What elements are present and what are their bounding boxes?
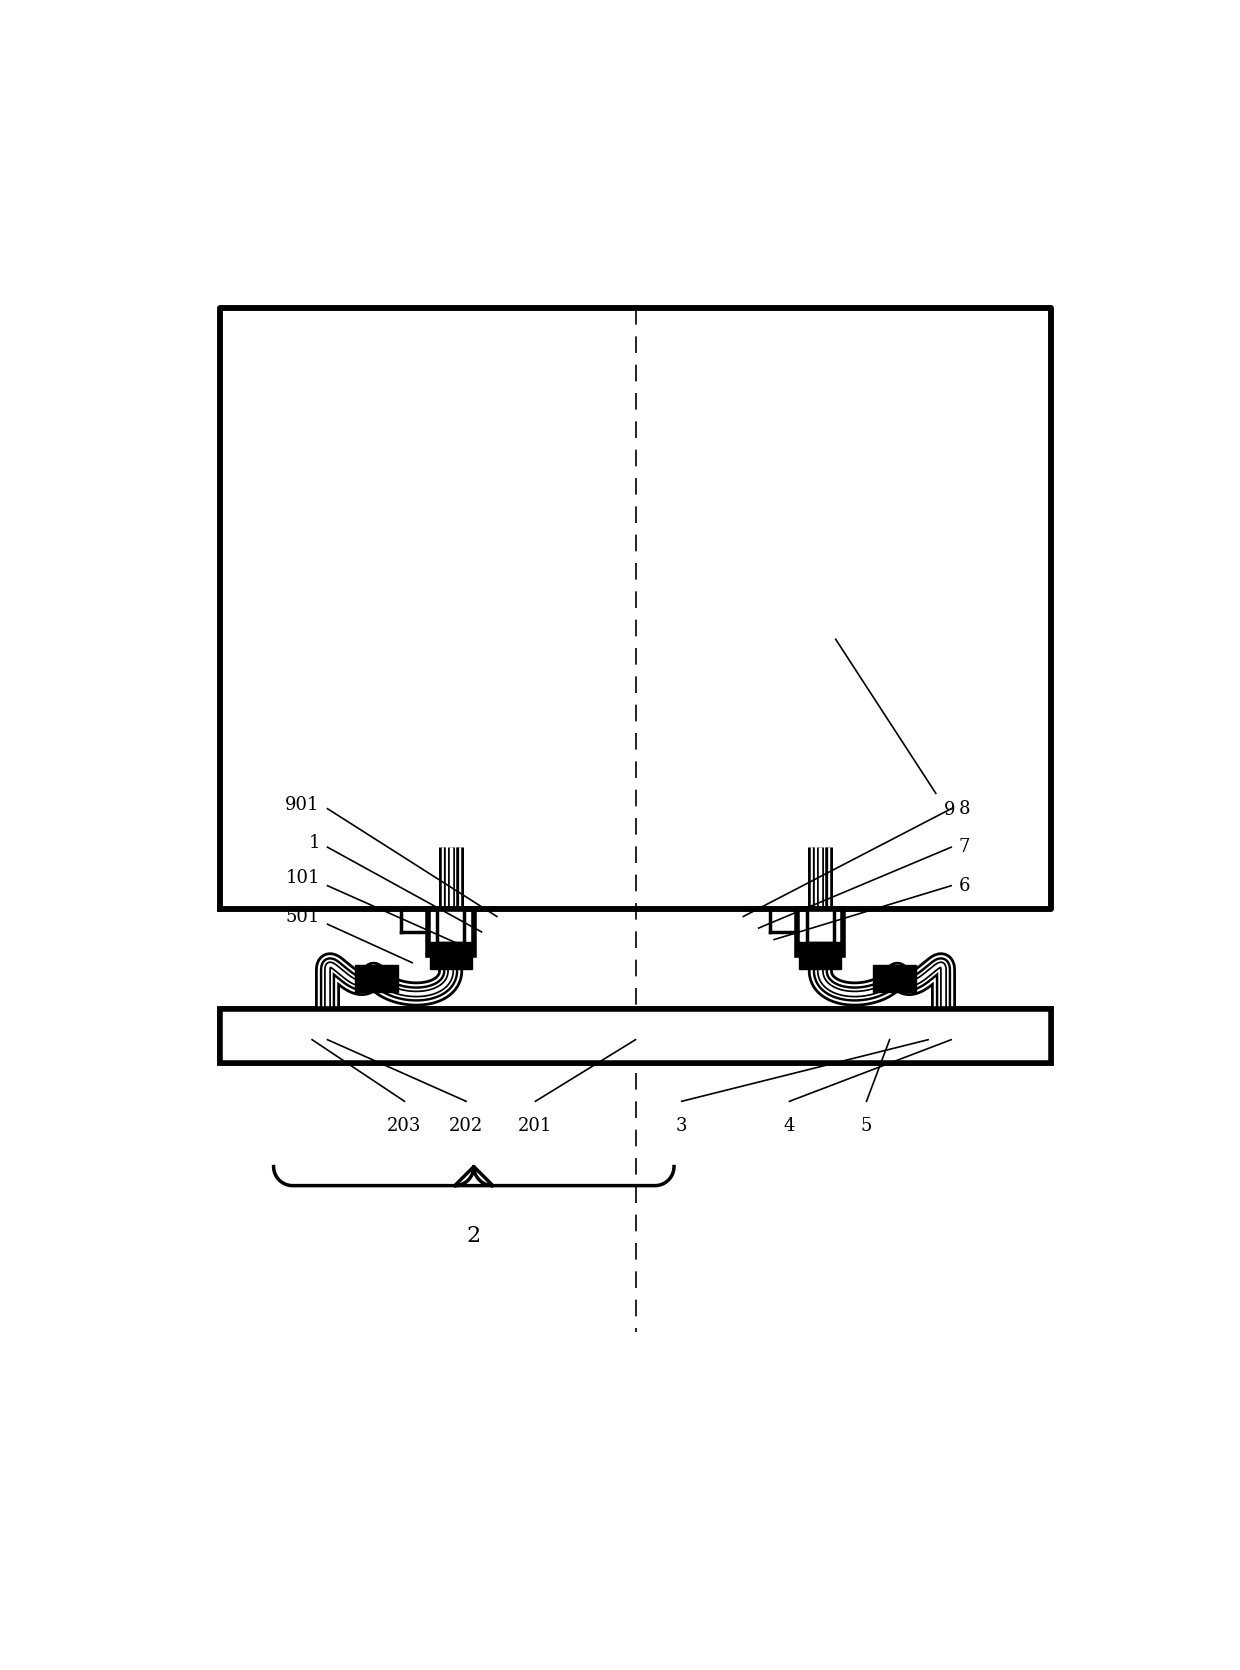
Text: 3: 3 [676,1117,687,1134]
Bar [219,1009,1052,1062]
Text: 901: 901 [285,797,320,813]
Text: 101: 101 [285,868,320,887]
Text: 202: 202 [449,1117,484,1134]
Bar [429,942,472,969]
Bar [219,1009,1052,1062]
Bar [428,908,474,955]
Text: 6: 6 [959,877,971,895]
Text: 7: 7 [959,838,970,857]
Text: 501: 501 [285,907,320,925]
Bar [797,908,843,955]
Text: 8: 8 [959,800,971,818]
Text: 201: 201 [518,1117,553,1134]
Text: 1: 1 [309,835,320,852]
Text: 4: 4 [784,1117,795,1134]
Bar [873,965,916,992]
Text: 9: 9 [944,802,955,818]
Text: 5: 5 [861,1117,872,1134]
Bar [799,942,842,969]
Text: 203: 203 [387,1117,422,1134]
Bar [355,965,398,992]
Text: 2: 2 [466,1224,481,1246]
Bar [807,908,833,944]
Bar [438,908,464,944]
